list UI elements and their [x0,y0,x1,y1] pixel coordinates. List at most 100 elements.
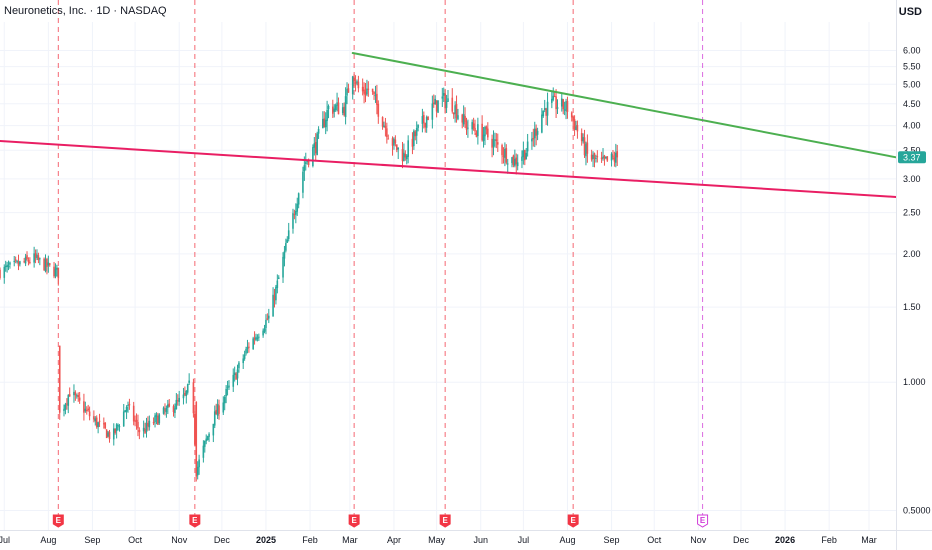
candle-body [381,117,384,127]
pink-trendline[interactable] [0,140,897,198]
candle [245,346,247,356]
candle-body [396,144,398,150]
candle [205,434,208,445]
candle-body [185,390,188,396]
candle [236,364,239,386]
price-axis[interactable]: 6.00 5.50 5.00 4.50 4.00 3.50 3.00 2.50 2.00 1.50… [896,0,931,550]
candle [333,104,336,118]
time-tick-label: Sep [84,535,100,545]
earnings-shield-icon [189,514,201,528]
candle [132,401,135,426]
candle-body [144,428,146,434]
candle [506,158,509,174]
candle [135,413,138,430]
candle-body [235,373,237,380]
candle-body [343,106,345,116]
candle [117,423,119,431]
earnings-shield-icon [52,514,64,528]
earnings-badge[interactable]: E [439,514,451,528]
earnings-badge[interactable]: E [697,514,709,528]
candle [444,88,446,114]
candle [185,390,188,404]
candle [336,92,338,112]
candle-body [347,88,350,93]
candle-body [452,112,455,115]
earnings-badge[interactable]: E [52,514,64,528]
candle-body [427,116,429,120]
candle-body [484,127,486,137]
candle-body [196,466,199,476]
earnings-badge[interactable]: E [567,514,579,528]
candle-body [34,253,37,258]
candle [451,88,454,114]
candle-body [361,86,364,92]
candle [452,112,455,119]
candle-body [482,134,485,141]
candle [347,83,350,93]
candle [411,132,414,155]
price-tick-label: 2.50 [903,208,921,218]
candle-body [434,98,436,105]
candle [128,398,131,410]
candle [417,124,419,132]
time-axis[interactable]: Jul Aug Sep Oct Nov Dec 2025 Feb Mar Apr May Jun Jul… [0,530,932,546]
candle [56,264,58,277]
candle-body [457,115,459,120]
candle-body [444,93,446,109]
candle-body [593,153,596,159]
candle [29,257,31,265]
candle [196,461,199,480]
earnings-letter: E [192,516,198,525]
earnings-shield-icon [697,514,709,528]
candle-body [39,258,41,260]
candle-body [471,122,473,130]
candle-body [154,415,156,423]
candle [421,108,424,133]
candle-body [104,422,107,429]
candle [302,166,304,199]
candle-body [462,114,465,125]
candle-body [216,404,219,416]
candle [277,275,280,280]
candle-body [532,137,535,140]
candle-body [454,105,456,114]
candle [256,334,259,342]
candle [7,260,10,271]
candle-body [563,109,566,111]
candle [178,390,180,406]
currency-label[interactable]: USD [898,6,922,18]
candle-body [13,260,16,262]
candle [442,87,445,102]
earnings-badge[interactable]: E [348,514,360,528]
candle-body [505,148,508,163]
candle-body [441,96,444,99]
earnings-letter: E [700,516,706,525]
candle-body [84,408,87,412]
candle [33,246,35,268]
candle [541,108,543,134]
candle [492,130,495,156]
candle-body [27,260,30,263]
candle-body [515,157,518,165]
earnings-badge[interactable]: E [189,514,201,528]
candle [27,257,30,266]
candle [565,98,567,120]
time-tick-label: Mar [861,535,877,545]
candle-body [405,155,408,160]
candle-body [514,158,516,166]
trendlines[interactable] [0,52,897,198]
candle [457,108,459,121]
candle [148,415,151,431]
candle [172,404,175,417]
candle-body [73,391,75,396]
candle [195,401,198,482]
candle-body [341,107,344,114]
symbol-title[interactable]: Neuronetics, Inc. · 1D · NASDAQ [4,5,167,17]
candle-body [431,103,434,120]
candle-body [403,152,405,161]
candle-body [174,408,176,414]
candle-body [391,138,394,146]
green-trendline[interactable] [351,52,897,159]
